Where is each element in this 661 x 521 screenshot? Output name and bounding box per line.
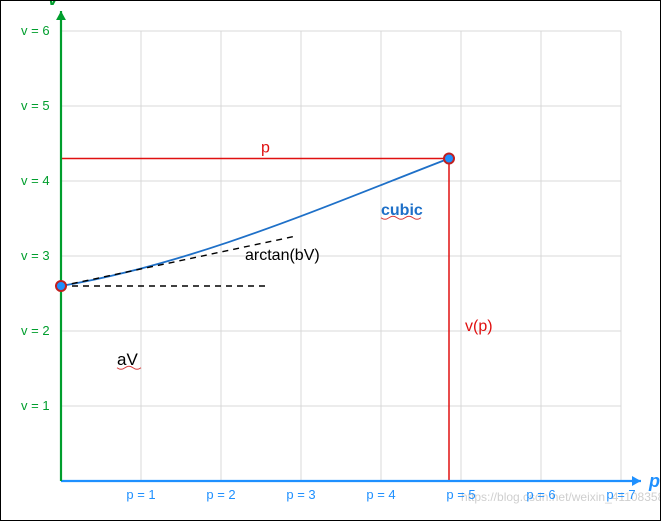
x-axis-name: p [648, 471, 660, 491]
x-tick-label: p = 5 [446, 487, 475, 502]
y-tick-label: v = 3 [21, 248, 50, 263]
x-tick-label: p = 7 [606, 487, 635, 502]
x-tick-label: p = 2 [206, 487, 235, 502]
y-tick-label: v = 4 [21, 173, 50, 188]
x-tick-label: p = 1 [126, 487, 155, 502]
y-tick-label: v = 6 [21, 23, 50, 38]
x-tick-label: p = 6 [526, 487, 555, 502]
arctan-label: arctan(bV) [245, 247, 320, 264]
chart-svg: https://blog.csdn.net/weixin_41108358pv(… [1, 1, 660, 520]
x-tick-label: p = 4 [366, 487, 395, 502]
y-axis-name: v [48, 1, 59, 9]
cubic-curve [61, 159, 449, 287]
y-tick-label: v = 1 [21, 398, 50, 413]
vp-line-label: v(p) [465, 318, 493, 335]
x-tick-label: p = 3 [286, 487, 315, 502]
y-tick-label: v = 5 [21, 98, 50, 113]
x-axis-arrow [632, 476, 641, 486]
cubic-label: cubic [381, 202, 423, 219]
chart-container: https://blog.csdn.net/weixin_41108358pv(… [0, 0, 661, 521]
p-line-label: p [261, 140, 270, 157]
endpoint-marker [444, 154, 454, 164]
y-tick-label: v = 2 [21, 323, 50, 338]
endpoint-marker [56, 281, 66, 291]
y-axis-arrow [56, 11, 66, 20]
